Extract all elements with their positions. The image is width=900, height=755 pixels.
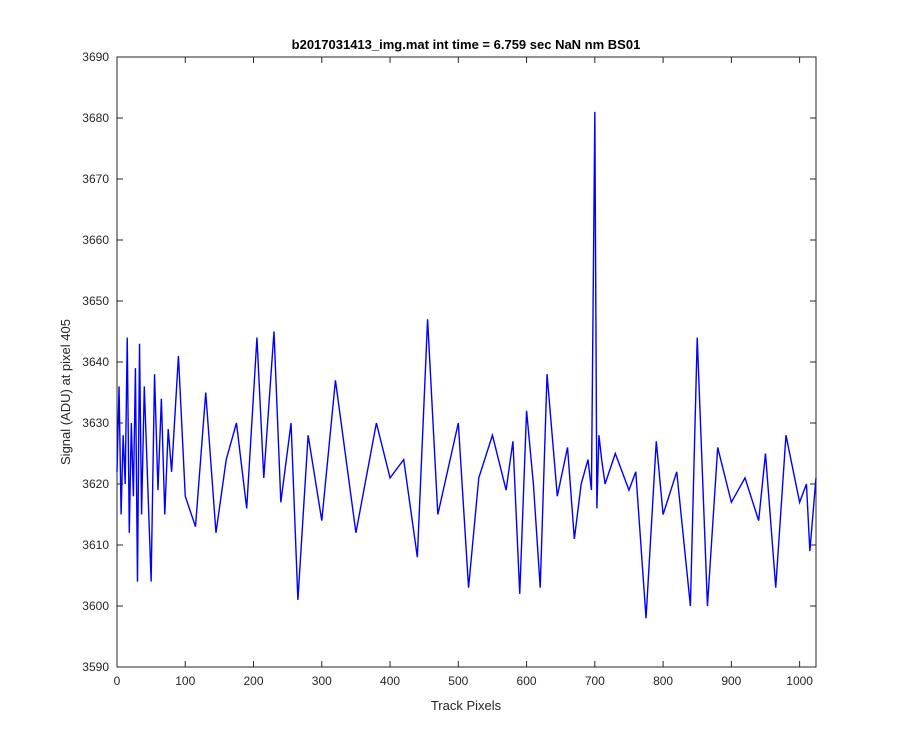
y-tick-label: 3590 (82, 660, 109, 674)
axes (116, 56, 817, 668)
y-tick-label: 3670 (82, 172, 109, 186)
x-axis-label: Track Pixels (431, 698, 502, 713)
y-tick-label: 3680 (82, 111, 109, 125)
y-tick-label: 3640 (82, 355, 109, 369)
y-tick-label: 3620 (82, 477, 109, 491)
x-tick-label: 400 (380, 674, 400, 688)
x-tick-label: 500 (448, 674, 468, 688)
x-tick-label: 600 (517, 674, 537, 688)
y-tick-label: 3610 (82, 538, 109, 552)
y-axis-ticks: 3590 3600 3610 3620 3630 3640 3650 3660 3670 3680… (82, 50, 816, 674)
chart-title: b2017031413_img.mat int time = 6.759 sec… (292, 37, 641, 52)
y-axis-label: Signal (ADU) at pixel 405 (58, 319, 73, 465)
x-tick-label: 900 (721, 674, 741, 688)
y-tick-label: 3690 (82, 50, 109, 64)
x-tick-label: 1000 (786, 674, 813, 688)
y-tick-label: 3660 (82, 233, 109, 247)
series-line (116, 111, 817, 619)
y-tick-label: 3630 (82, 416, 109, 430)
x-tick-label: 700 (585, 674, 605, 688)
x-tick-label: 300 (312, 674, 332, 688)
x-tick-label: 100 (175, 674, 195, 688)
y-tick-label: 3600 (82, 599, 109, 613)
y-tick-label: 3650 (82, 294, 109, 308)
plot-area-box (116, 56, 817, 668)
x-tick-label: 200 (244, 674, 264, 688)
x-tick-label: 800 (653, 674, 673, 688)
x-tick-label: 0 (114, 674, 121, 688)
x-axis-ticks: 0 100 200 300 400 500 600 700 800 900 1000 (114, 57, 813, 688)
